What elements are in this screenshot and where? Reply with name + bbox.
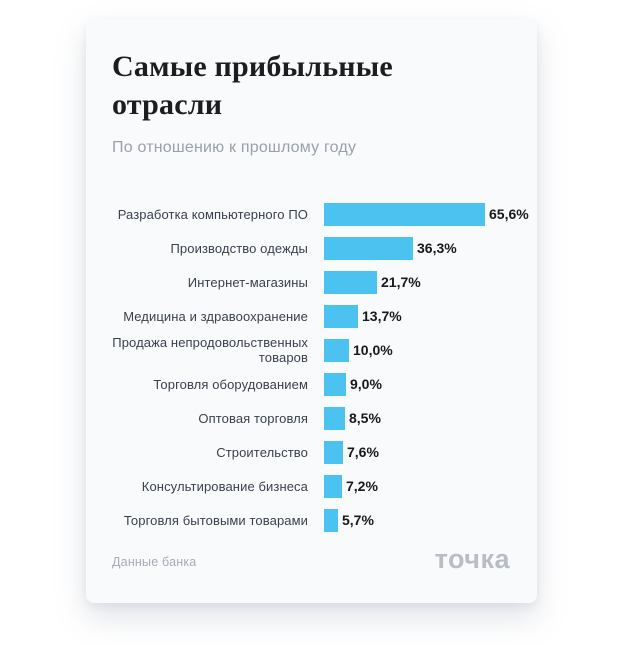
category-label: Торговля бытовыми товарами [123,512,308,528]
chart-row: Медицина и здравоохранение 13,7% [112,299,529,333]
page-subtitle: По отношению к прошлому году [112,139,357,156]
page-title: Самые прибыльные отрасли [112,50,393,121]
bar [324,474,342,498]
bar-area: 7,6% [324,440,529,464]
infographic-card: Самые прибыльные отрасли По отношению к … [86,19,537,603]
footer: Данные банка точка [112,546,510,573]
data-source-label: Данные банка [112,555,197,569]
bar-area: 9,0% [324,372,529,396]
chart-row: Строительство 7,6% [112,435,529,469]
category-label: Медицина и здравоохранение [123,308,308,324]
bar-area: 65,6% [324,202,529,226]
value-label: 7,6% [347,444,379,460]
bar [324,304,358,328]
category-label: Консультирование бизнеса [141,478,308,494]
bar [324,236,413,260]
chart-row: Разработка компьютерного ПО 65,6% [112,197,529,231]
value-label: 65,6% [489,206,529,222]
bar-area: 10,0% [324,338,529,362]
chart-row: Торговля оборудованием 9,0% [112,367,529,401]
bar-area: 5,7% [324,508,529,532]
category-label: Разработка компьютерного ПО [117,206,308,222]
bar-area: 8,5% [324,406,529,430]
bar-area: 36,3% [324,236,529,260]
chart-row: Консультирование бизнеса 7,2% [112,469,529,503]
category-label: Оптовая торговля [198,410,308,426]
chart-row: Оптовая торговля 8,5% [112,401,529,435]
bar [324,270,377,294]
bar [324,202,485,226]
bar-area: 13,7% [324,304,529,328]
bar-area: 7,2% [324,474,529,498]
category-label: Строительство [216,444,308,460]
bar-chart: Разработка компьютерного ПО 65,6% Производ… [112,197,529,537]
bar [324,406,345,430]
value-label: 13,7% [362,308,402,324]
bar-area: 21,7% [324,270,529,294]
bar [324,440,343,464]
chart-row: Производство одежды 36,3% [112,231,529,265]
value-label: 36,3% [417,240,457,256]
bar [324,372,346,396]
category-label: Производство одежды [170,240,308,256]
chart-row: Продажа непродовольственных товаров 10,0% [112,333,529,367]
value-label: 8,5% [349,410,381,426]
chart-row: Интернет-магазины 21,7% [112,265,529,299]
chart-row: Торговля бытовыми товарами 5,7% [112,503,529,537]
value-label: 21,7% [381,274,421,290]
category-label: Продажа непродовольственных товаров [112,335,308,365]
category-label: Торговля оборудованием [153,376,308,392]
bar [324,338,349,362]
category-label: Интернет-магазины [187,274,308,290]
value-label: 5,7% [342,512,374,528]
bar [324,508,338,532]
tochka-brand-logo: точка [434,544,510,574]
value-label: 7,2% [346,478,378,494]
value-label: 9,0% [350,376,382,392]
value-label: 10,0% [353,342,393,358]
